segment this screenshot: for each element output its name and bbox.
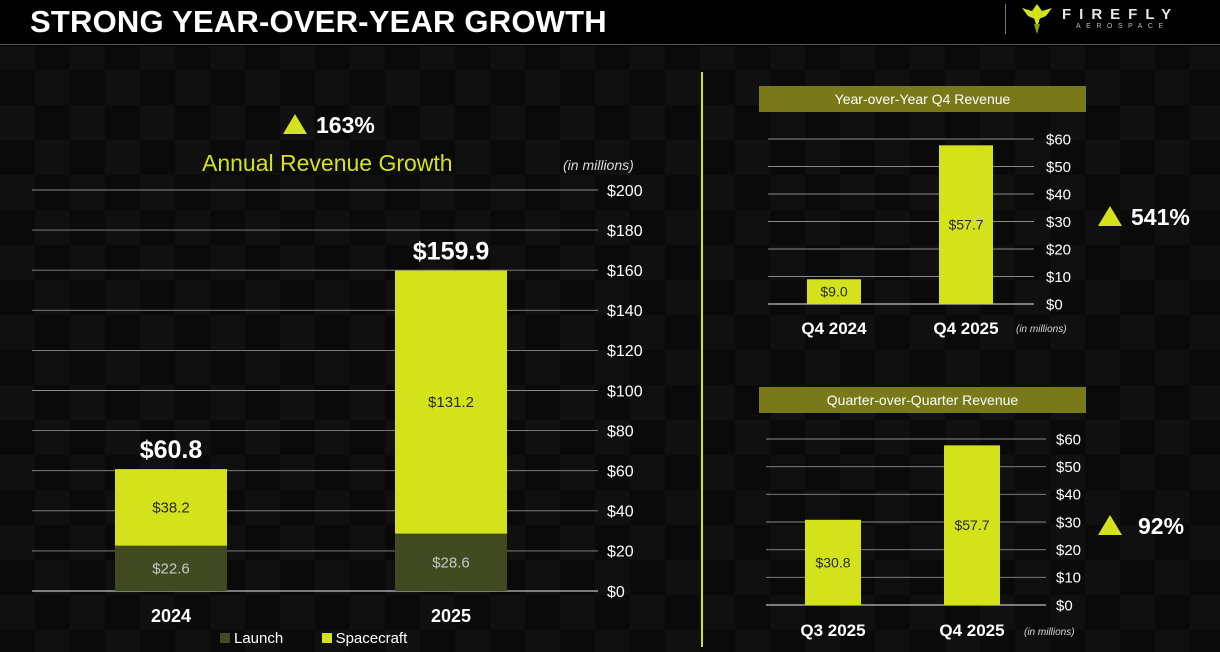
header-rule bbox=[0, 44, 1220, 45]
qoq-unit-note: (in millions) bbox=[1024, 627, 1075, 638]
qoq-growth-value: 92% bbox=[1138, 513, 1185, 539]
yoy-growth-callout: 541% bbox=[1098, 204, 1190, 231]
data-label: $9.0 bbox=[820, 284, 847, 300]
category-label: Q4 2025 bbox=[939, 621, 1004, 640]
category-label: 2025 bbox=[431, 606, 471, 626]
data-label: $28.6 bbox=[432, 554, 470, 571]
growth-triangle-icon bbox=[1098, 206, 1122, 226]
data-label: $57.7 bbox=[948, 217, 983, 233]
total-label: $60.8 bbox=[140, 436, 203, 464]
annual-unit-note: (in millions) bbox=[563, 157, 634, 173]
annual-growth-callout: 163% bbox=[283, 112, 375, 139]
header-bar bbox=[0, 0, 1220, 46]
y-tick-label: $0 bbox=[1056, 597, 1073, 614]
bar-launch bbox=[395, 533, 507, 591]
y-tick-label: $80 bbox=[607, 423, 634, 440]
category-label: Q3 2025 bbox=[800, 621, 865, 640]
y-tick-label: $30 bbox=[1046, 214, 1071, 231]
annual-growth-value: 163% bbox=[316, 112, 375, 138]
y-tick-label: $30 bbox=[1056, 514, 1081, 531]
section-divider bbox=[701, 72, 703, 647]
y-tick-label: $10 bbox=[1046, 269, 1071, 286]
y-tick-label: $20 bbox=[1056, 542, 1081, 559]
growth-triangle-icon bbox=[283, 114, 307, 134]
y-tick-label: $160 bbox=[607, 263, 643, 280]
y-tick-label: $60 bbox=[1056, 431, 1081, 448]
y-tick-label: $60 bbox=[607, 463, 634, 480]
y-tick-label: $100 bbox=[607, 383, 643, 400]
yoy-growth-value: 541% bbox=[1131, 204, 1190, 230]
qoq-panel-title: Quarter-over-Quarter Revenue bbox=[759, 387, 1086, 413]
growth-triangle-icon bbox=[1098, 515, 1122, 535]
logo-name: FIREFLY bbox=[1062, 6, 1180, 23]
annual-subtitle: Annual Revenue Growth bbox=[202, 150, 453, 176]
y-tick-label: $180 bbox=[607, 223, 643, 240]
logo-subname: AEROSPACE bbox=[1076, 23, 1169, 30]
data-label: $30.8 bbox=[815, 554, 850, 570]
y-tick-label: $40 bbox=[1046, 186, 1071, 203]
y-tick-label: $140 bbox=[607, 303, 643, 320]
bar bbox=[939, 145, 993, 304]
bar bbox=[805, 519, 861, 605]
bar bbox=[944, 445, 1000, 605]
y-tick-label: $200 bbox=[607, 183, 643, 200]
y-tick-label: $120 bbox=[607, 343, 643, 360]
y-tick-label: $0 bbox=[1046, 296, 1063, 313]
bar-spacecraft bbox=[395, 270, 507, 534]
category-label: 2024 bbox=[151, 606, 191, 626]
y-tick-label: $60 bbox=[1046, 131, 1071, 148]
firefly-logo: FIREFLY AEROSPACE bbox=[1020, 2, 1212, 36]
data-label: $38.2 bbox=[152, 499, 190, 516]
logo-separator bbox=[1005, 4, 1006, 34]
firefly-logo-icon bbox=[1022, 4, 1052, 34]
y-tick-label: $20 bbox=[1046, 241, 1071, 258]
data-label: $57.7 bbox=[954, 517, 989, 533]
category-label: Q4 2024 bbox=[801, 319, 867, 338]
legend-spacecraft-label: Spacecraft bbox=[335, 630, 408, 647]
y-tick-label: $40 bbox=[607, 504, 634, 521]
y-tick-label: $50 bbox=[1056, 459, 1081, 476]
page-title: STRONG YEAR-OVER-YEAR GROWTH bbox=[30, 4, 607, 39]
bar-launch bbox=[115, 545, 227, 591]
y-tick-label: $0 bbox=[607, 584, 625, 601]
y-tick-label: $20 bbox=[607, 544, 634, 561]
category-label: Q4 2025 bbox=[933, 319, 998, 338]
bar bbox=[807, 279, 861, 304]
legend-launch-label: Launch bbox=[234, 630, 284, 647]
yoy-panel-title: Year-over-Year Q4 Revenue bbox=[759, 86, 1086, 112]
data-label: $131.2 bbox=[428, 394, 474, 411]
y-tick-label: $40 bbox=[1056, 487, 1081, 504]
data-label: $22.6 bbox=[152, 560, 190, 577]
annual-legend: Launch Spacecraft bbox=[220, 630, 407, 647]
y-tick-label: $50 bbox=[1046, 159, 1071, 176]
y-tick-label: $10 bbox=[1056, 570, 1081, 587]
bar-spacecraft bbox=[115, 469, 227, 546]
qoq-growth-callout: 92% bbox=[1098, 513, 1184, 540]
total-label: $159.9 bbox=[413, 237, 489, 265]
legend-spacecraft-swatch bbox=[321, 633, 332, 643]
legend-launch-swatch bbox=[220, 633, 230, 643]
yoy-unit-note: (in millions) bbox=[1016, 324, 1067, 335]
